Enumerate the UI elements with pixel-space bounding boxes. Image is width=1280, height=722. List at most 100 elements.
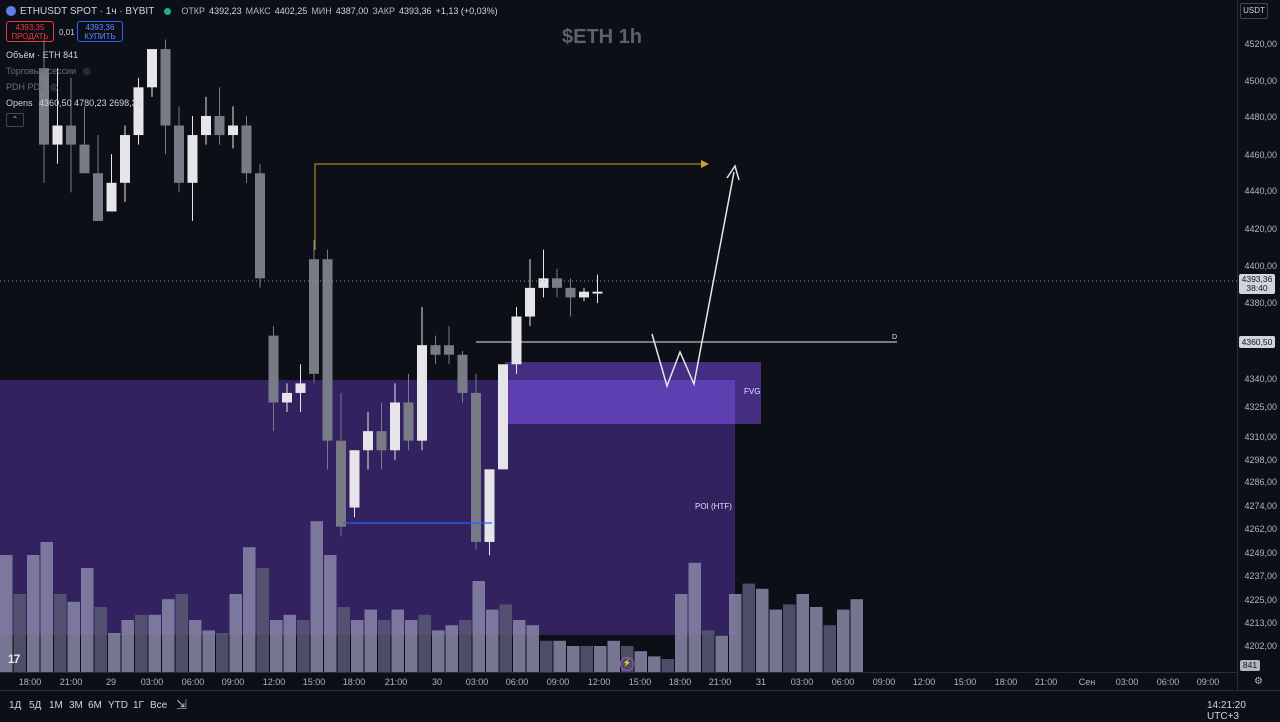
- price-tick-label: 4500,00: [1244, 76, 1277, 86]
- candle-body: [228, 125, 238, 136]
- candle-body: [444, 345, 454, 355]
- price-tick-label: 4420,00: [1244, 224, 1277, 234]
- time-tick-label: 03:00: [465, 677, 489, 687]
- volume-bar: [580, 646, 593, 672]
- volume-bar: [256, 568, 269, 672]
- volume-bar: [486, 609, 499, 672]
- volume-bar: [216, 633, 229, 672]
- high-label: МАКС: [245, 6, 271, 16]
- range-3m-button[interactable]: 3М: [69, 700, 83, 711]
- candle-body: [484, 469, 495, 542]
- clock-display[interactable]: 14:21:20 UTC+3: [1207, 700, 1246, 722]
- time-tick-label: 21:00: [708, 677, 732, 687]
- range-ytd-button[interactable]: YTD: [108, 700, 128, 711]
- time-tick-label: 09:00: [1196, 677, 1220, 687]
- volume-bar: [715, 635, 728, 672]
- low-label: МИН: [311, 6, 332, 16]
- price-chart[interactable]: [0, 0, 1237, 672]
- price-tick-label: 4340,00: [1244, 374, 1277, 384]
- symbol-logo-icon: [6, 6, 16, 16]
- volume-study-legend[interactable]: Объём · ETH 841: [6, 50, 79, 60]
- candle-body: [174, 125, 184, 183]
- projection-path: [651, 171, 735, 389]
- range-1d-button[interactable]: 1Д: [9, 700, 22, 711]
- time-tick-label: 15:00: [953, 677, 977, 687]
- range-5d-button[interactable]: 5Д: [29, 700, 42, 711]
- last-price-flag: 4393,36 38:40: [1239, 274, 1275, 294]
- candle-body: [498, 364, 508, 470]
- volume-bar: [702, 630, 715, 672]
- volume-bar: [526, 625, 539, 672]
- volume-bar: [175, 594, 188, 672]
- candle-body: [295, 383, 306, 393]
- target-level-line: [314, 163, 705, 250]
- candle-body: [120, 135, 130, 183]
- candle-body: [552, 278, 562, 288]
- volume-bar: [688, 562, 701, 672]
- volume-bar: [94, 607, 107, 672]
- hidden-eye-icon[interactable]: ◎: [82, 66, 91, 76]
- price-tick-label: 4310,00: [1244, 432, 1277, 442]
- candle-body: [282, 392, 292, 403]
- volume-bar: [337, 607, 350, 672]
- candle-body: [538, 278, 549, 288]
- symbol-title[interactable]: ETHUSDT SPOT · 1ч · BYBIT: [20, 5, 155, 17]
- time-tick-label: 06:00: [505, 677, 529, 687]
- session-study-legend[interactable]: Торговые сессии ◎: [6, 66, 91, 77]
- range-1m-button[interactable]: 1М: [49, 700, 63, 711]
- volume-bar: [472, 581, 485, 672]
- candle-body: [133, 87, 144, 136]
- time-axis[interactable]: 18:00 21:00 29 03:00 06:00 09:00 12:00 15:00 18:…: [0, 672, 1237, 691]
- candle-body: [579, 291, 589, 298]
- time-tick-label: 31: [755, 677, 767, 687]
- currency-selector[interactable]: USDT: [1240, 3, 1268, 19]
- opens-values: 4360,50 4780,23 2698,31: [39, 98, 142, 108]
- range-1y-button[interactable]: 1Г: [133, 700, 144, 711]
- volume-bar: [202, 630, 215, 672]
- buy-button[interactable]: 4393,36 КУПИТЬ: [77, 21, 123, 42]
- volume-bar: [405, 620, 418, 672]
- go-to-date-icon[interactable]: ⇲: [176, 697, 187, 712]
- collapse-legend-button[interactable]: ⌃: [6, 113, 24, 127]
- market-status-icon: [164, 7, 172, 15]
- volume-bar: [459, 620, 472, 672]
- volume-bar: [445, 625, 458, 672]
- open-value: 4392,23: [209, 6, 242, 16]
- opens-study-legend[interactable]: Opens 4360,50 4780,23 2698,31: [6, 98, 142, 108]
- close-value: 4393,36: [399, 6, 432, 16]
- price-tick-label: 4440,00: [1244, 186, 1277, 196]
- candle-body: [592, 291, 603, 294]
- candle-body: [322, 259, 333, 441]
- chart-area[interactable]: [0, 0, 1237, 672]
- candle-body: [93, 173, 103, 222]
- time-tick-label: 09:00: [546, 677, 570, 687]
- price-axis[interactable]: 4520,00 4500,00 4480,00 4460,00 4440,00 4420,…: [1237, 0, 1280, 690]
- hidden-eye-icon[interactable]: ◎: [50, 82, 59, 92]
- volume-bar: [432, 630, 445, 672]
- chart-settings-icon[interactable]: ⚙: [1254, 676, 1263, 687]
- candle-body: [309, 259, 319, 374]
- range-6m-button[interactable]: 6М: [88, 700, 102, 711]
- volume-bar: [769, 609, 782, 672]
- time-tick-label: 21:00: [59, 677, 83, 687]
- pdh-pdl-study-legend[interactable]: PDH PDL ◎: [6, 82, 58, 93]
- candle-body: [106, 182, 117, 212]
- candle-body: [471, 392, 481, 542]
- range-all-button[interactable]: Все: [150, 700, 168, 711]
- alert-lightning-icon[interactable]: ⚡: [620, 657, 634, 671]
- time-tick-label: 06:00: [1156, 677, 1180, 687]
- price-tick-label: 4325,00: [1244, 402, 1277, 412]
- price-tick-label: 4286,00: [1244, 477, 1277, 487]
- volume-bar: [675, 594, 688, 672]
- volume-bar: [81, 568, 94, 672]
- sell-button[interactable]: 4393,35 ПРОДАТЬ: [6, 21, 54, 42]
- time-tick-label: 09:00: [221, 677, 245, 687]
- volume-bar: [27, 555, 40, 672]
- candle-body: [52, 125, 63, 145]
- candle-body: [66, 125, 76, 145]
- target-arrow-head: [701, 160, 709, 168]
- volume-bar: [513, 620, 526, 672]
- volume-bar: [756, 588, 769, 672]
- price-tick-label: 4480,00: [1244, 112, 1277, 122]
- change-value: +1,13 (+0,03%): [435, 6, 498, 16]
